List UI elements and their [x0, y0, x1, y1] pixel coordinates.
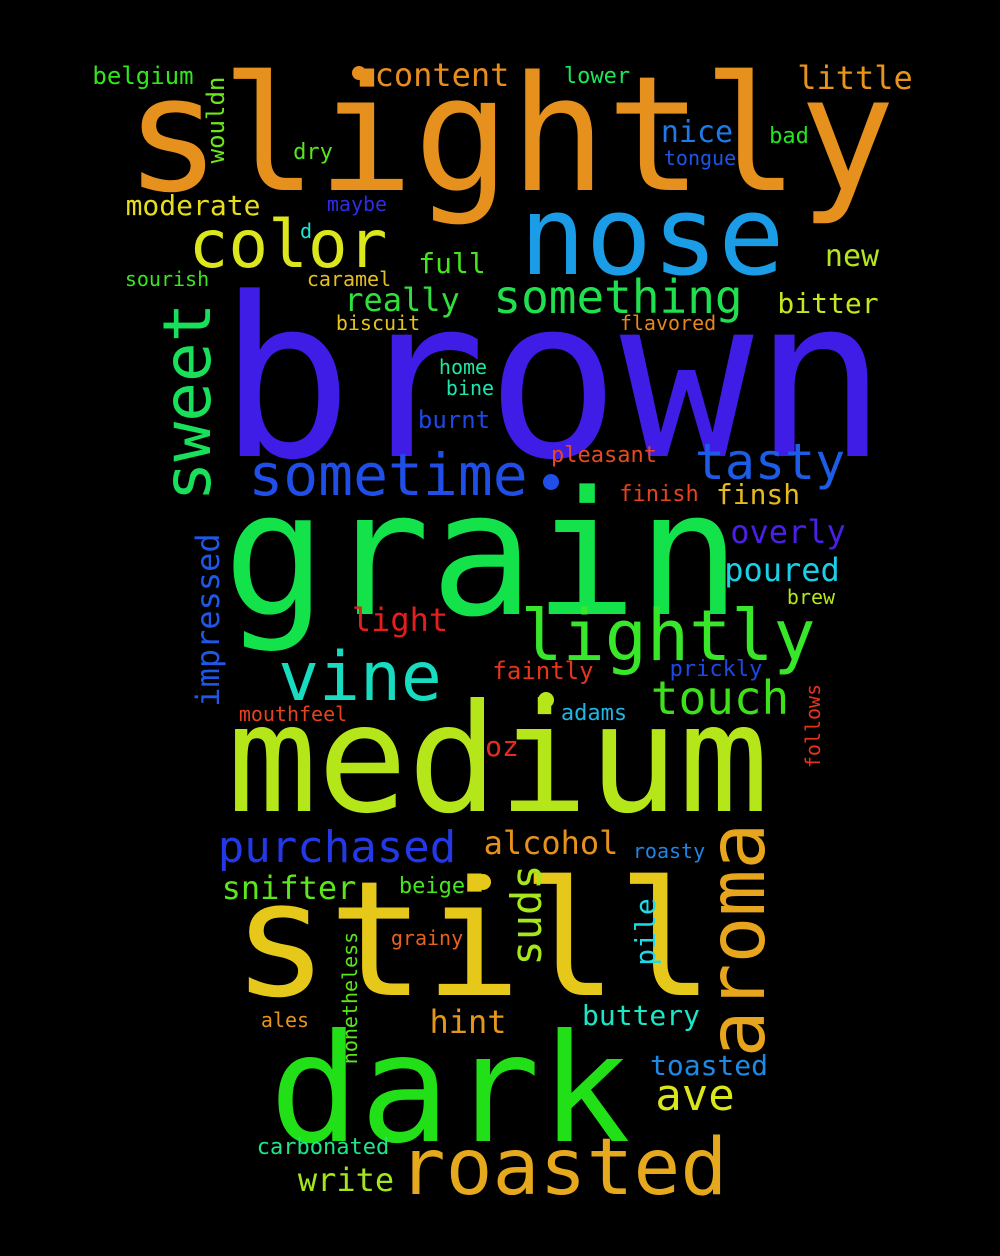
word-pleasant: pleasant — [551, 443, 657, 468]
word-sourish: sourish — [124, 267, 210, 291]
word-buttery: buttery — [581, 999, 701, 1032]
word-faintly: faintly — [492, 657, 594, 685]
word-follows: follows — [801, 683, 825, 769]
word-write: write — [297, 1161, 395, 1199]
word-pile: pile — [629, 898, 662, 966]
word-roasty: roasty — [632, 839, 706, 863]
word-light: light — [351, 601, 449, 639]
word-brew: brew — [786, 585, 836, 609]
word-finsh: finsh — [715, 478, 801, 511]
word-medium: medium — [227, 673, 769, 847]
word-finish: finish — [619, 482, 699, 507]
word-impressed: impressed — [189, 533, 227, 707]
word-nonetheless: nonetheless — [338, 931, 362, 1065]
word-brown: brown — [218, 251, 888, 509]
word-something: something — [493, 270, 743, 324]
word-sweet: sweet — [149, 302, 226, 502]
word-grain: grain — [223, 454, 741, 655]
word-toasted: toasted — [649, 1049, 769, 1082]
word-home: home — [438, 355, 488, 379]
word-burnt: burnt — [417, 406, 491, 434]
word-little: little — [797, 59, 913, 97]
word-tasty: tasty — [694, 433, 846, 491]
word-touch: touch — [650, 671, 790, 725]
word-tongue: tongue — [663, 146, 737, 170]
word-bine: bine — [445, 376, 495, 400]
word-really: really — [344, 281, 460, 319]
word-poured: poured — [724, 551, 840, 589]
word-purchased: purchased — [217, 822, 457, 873]
dot-mark — [352, 66, 366, 80]
word-snifter: snifter — [221, 869, 357, 907]
word-wouldn: wouldn — [202, 76, 230, 164]
word-color: color — [188, 206, 388, 283]
word-beige: beige — [398, 874, 466, 899]
dot-mark — [538, 692, 554, 708]
word-belgium: belgium — [92, 62, 194, 90]
word-alcohol: alcohol — [483, 824, 619, 862]
word-roasted: roasted — [398, 1123, 728, 1213]
word-aroma: aroma — [693, 822, 783, 1058]
word-nose: nose — [519, 172, 785, 300]
word-prickly: prickly — [669, 657, 763, 682]
word-vine: vine — [278, 638, 442, 717]
dot-mark — [475, 874, 491, 890]
word-sometime: sometime — [248, 441, 528, 509]
word-lower: lower — [563, 64, 631, 89]
word-dark: dark — [269, 1003, 631, 1177]
word-suds: suds — [502, 864, 551, 966]
word-content: content — [374, 56, 510, 94]
word-full: full — [418, 247, 486, 280]
word-adams: adams — [560, 701, 628, 726]
word-dry: dry — [293, 140, 333, 165]
word-carbonated: carbonated — [256, 1135, 390, 1160]
word-still: still — [232, 846, 714, 1033]
word-lightly: lightly — [520, 595, 816, 677]
word-new: new — [824, 239, 880, 274]
word-mouthfeel: mouthfeel — [238, 702, 348, 726]
word-overly: overly — [730, 513, 846, 551]
word-hint: hint — [429, 1003, 507, 1041]
dot-mark — [543, 474, 559, 490]
word-bad: bad — [769, 124, 809, 149]
word-oz: oz — [485, 730, 519, 763]
word-flavored: flavored — [619, 311, 717, 335]
word-grainy: grainy — [390, 926, 464, 950]
word-maybe: maybe — [326, 192, 388, 216]
word-biscuit: biscuit — [335, 311, 421, 335]
word-caramel: caramel — [306, 267, 392, 291]
word-d: d — [299, 219, 313, 243]
word-ave: ave — [655, 1070, 735, 1121]
word-nice: nice — [660, 115, 734, 150]
word-slightly: slightly — [124, 41, 896, 228]
word-bitter: bitter — [777, 287, 879, 320]
word-ales: ales — [260, 1008, 310, 1032]
word-moderate: moderate — [125, 189, 261, 222]
